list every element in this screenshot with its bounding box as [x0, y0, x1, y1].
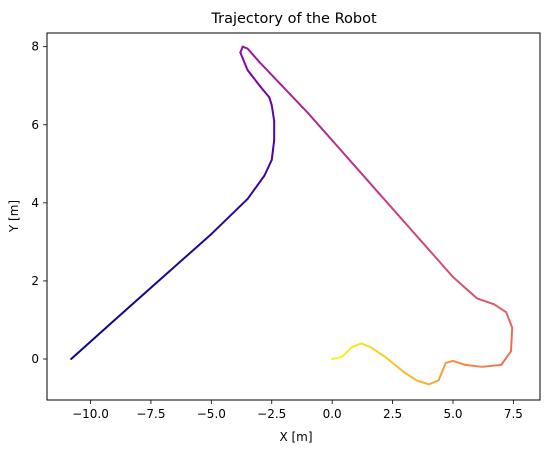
trajectory-segment [481, 363, 503, 368]
y-tick-label: 8 [31, 40, 39, 54]
x-tick-label: −10.0 [72, 407, 109, 421]
x-axis-ticks: −10.0 −7.5 −5.0 −2.5 0.0 2.5 5.0 7.5 [72, 400, 523, 421]
trajectory-segment [282, 86, 309, 115]
x-tick-label: 0.0 [323, 407, 342, 421]
plot-area [70, 45, 514, 386]
trajectory-segment [427, 379, 440, 386]
y-tick-label: 2 [31, 274, 39, 288]
trajectory-segment [360, 342, 372, 349]
x-tick-label: −2.5 [257, 407, 286, 421]
trajectory-segment [500, 350, 512, 366]
trajectory-segment [444, 359, 454, 364]
trajectory-segment [270, 104, 276, 122]
trajectory-segment [246, 47, 261, 64]
trajectory-segment [384, 356, 396, 366]
trajectory-segment [331, 356, 343, 361]
trajectory-segment [307, 112, 334, 142]
trajectory-segment [246, 69, 261, 87]
trajectory-segment [239, 51, 249, 72]
trajectory-segment [403, 371, 418, 382]
trajectory-segment [510, 326, 514, 353]
x-axis-label: X [m] [279, 430, 312, 444]
y-tick-label: 4 [31, 196, 39, 210]
x-tick-label: 7.5 [504, 407, 523, 421]
trajectory-segment [350, 342, 363, 349]
trajectory-segment [427, 248, 454, 279]
trajectory-segment [355, 166, 382, 197]
x-tick-label: −5.0 [197, 407, 226, 421]
trajectory-segment [394, 363, 406, 374]
y-axis-ticks: 0 2 4 6 8 [31, 40, 47, 366]
trajectory-segment [268, 96, 273, 107]
x-tick-label: 2.5 [383, 407, 402, 421]
trajectory-segment [452, 359, 467, 366]
trajectory-segment [258, 61, 285, 89]
trajectory-segment [258, 84, 271, 99]
trajectory-segment [331, 139, 358, 169]
trajectory-segment [210, 197, 249, 236]
axes-frame [46, 32, 541, 401]
trajectory-segment [239, 45, 244, 54]
trajectory-segment [369, 346, 387, 359]
y-axis-label: Y [m] [7, 200, 21, 233]
trajectory-segment [437, 361, 447, 382]
trajectory-segment [340, 346, 353, 359]
trajectory-segment [476, 297, 496, 306]
y-tick-label: 6 [31, 118, 39, 132]
trajectory-segment [464, 363, 483, 368]
trajectory-segment [246, 174, 266, 200]
x-tick-label: −7.5 [136, 407, 165, 421]
x-tick-label: 5.0 [443, 407, 462, 421]
trajectory-segment [415, 379, 430, 386]
trajectory-segment [403, 221, 430, 251]
trajectory-segment [452, 276, 479, 300]
trajectory-segment [493, 303, 508, 314]
trajectory-segment [505, 311, 514, 329]
chart-title: Trajectory of the Robot [210, 11, 377, 27]
y-tick-label: 0 [31, 352, 39, 366]
trajectory-segment [70, 318, 116, 361]
trajectory-segment [162, 233, 213, 279]
trajectory-segment [379, 194, 406, 224]
trajectory-segment [270, 139, 276, 161]
trajectory-segment [263, 158, 273, 177]
trajectory-segment [113, 276, 164, 321]
